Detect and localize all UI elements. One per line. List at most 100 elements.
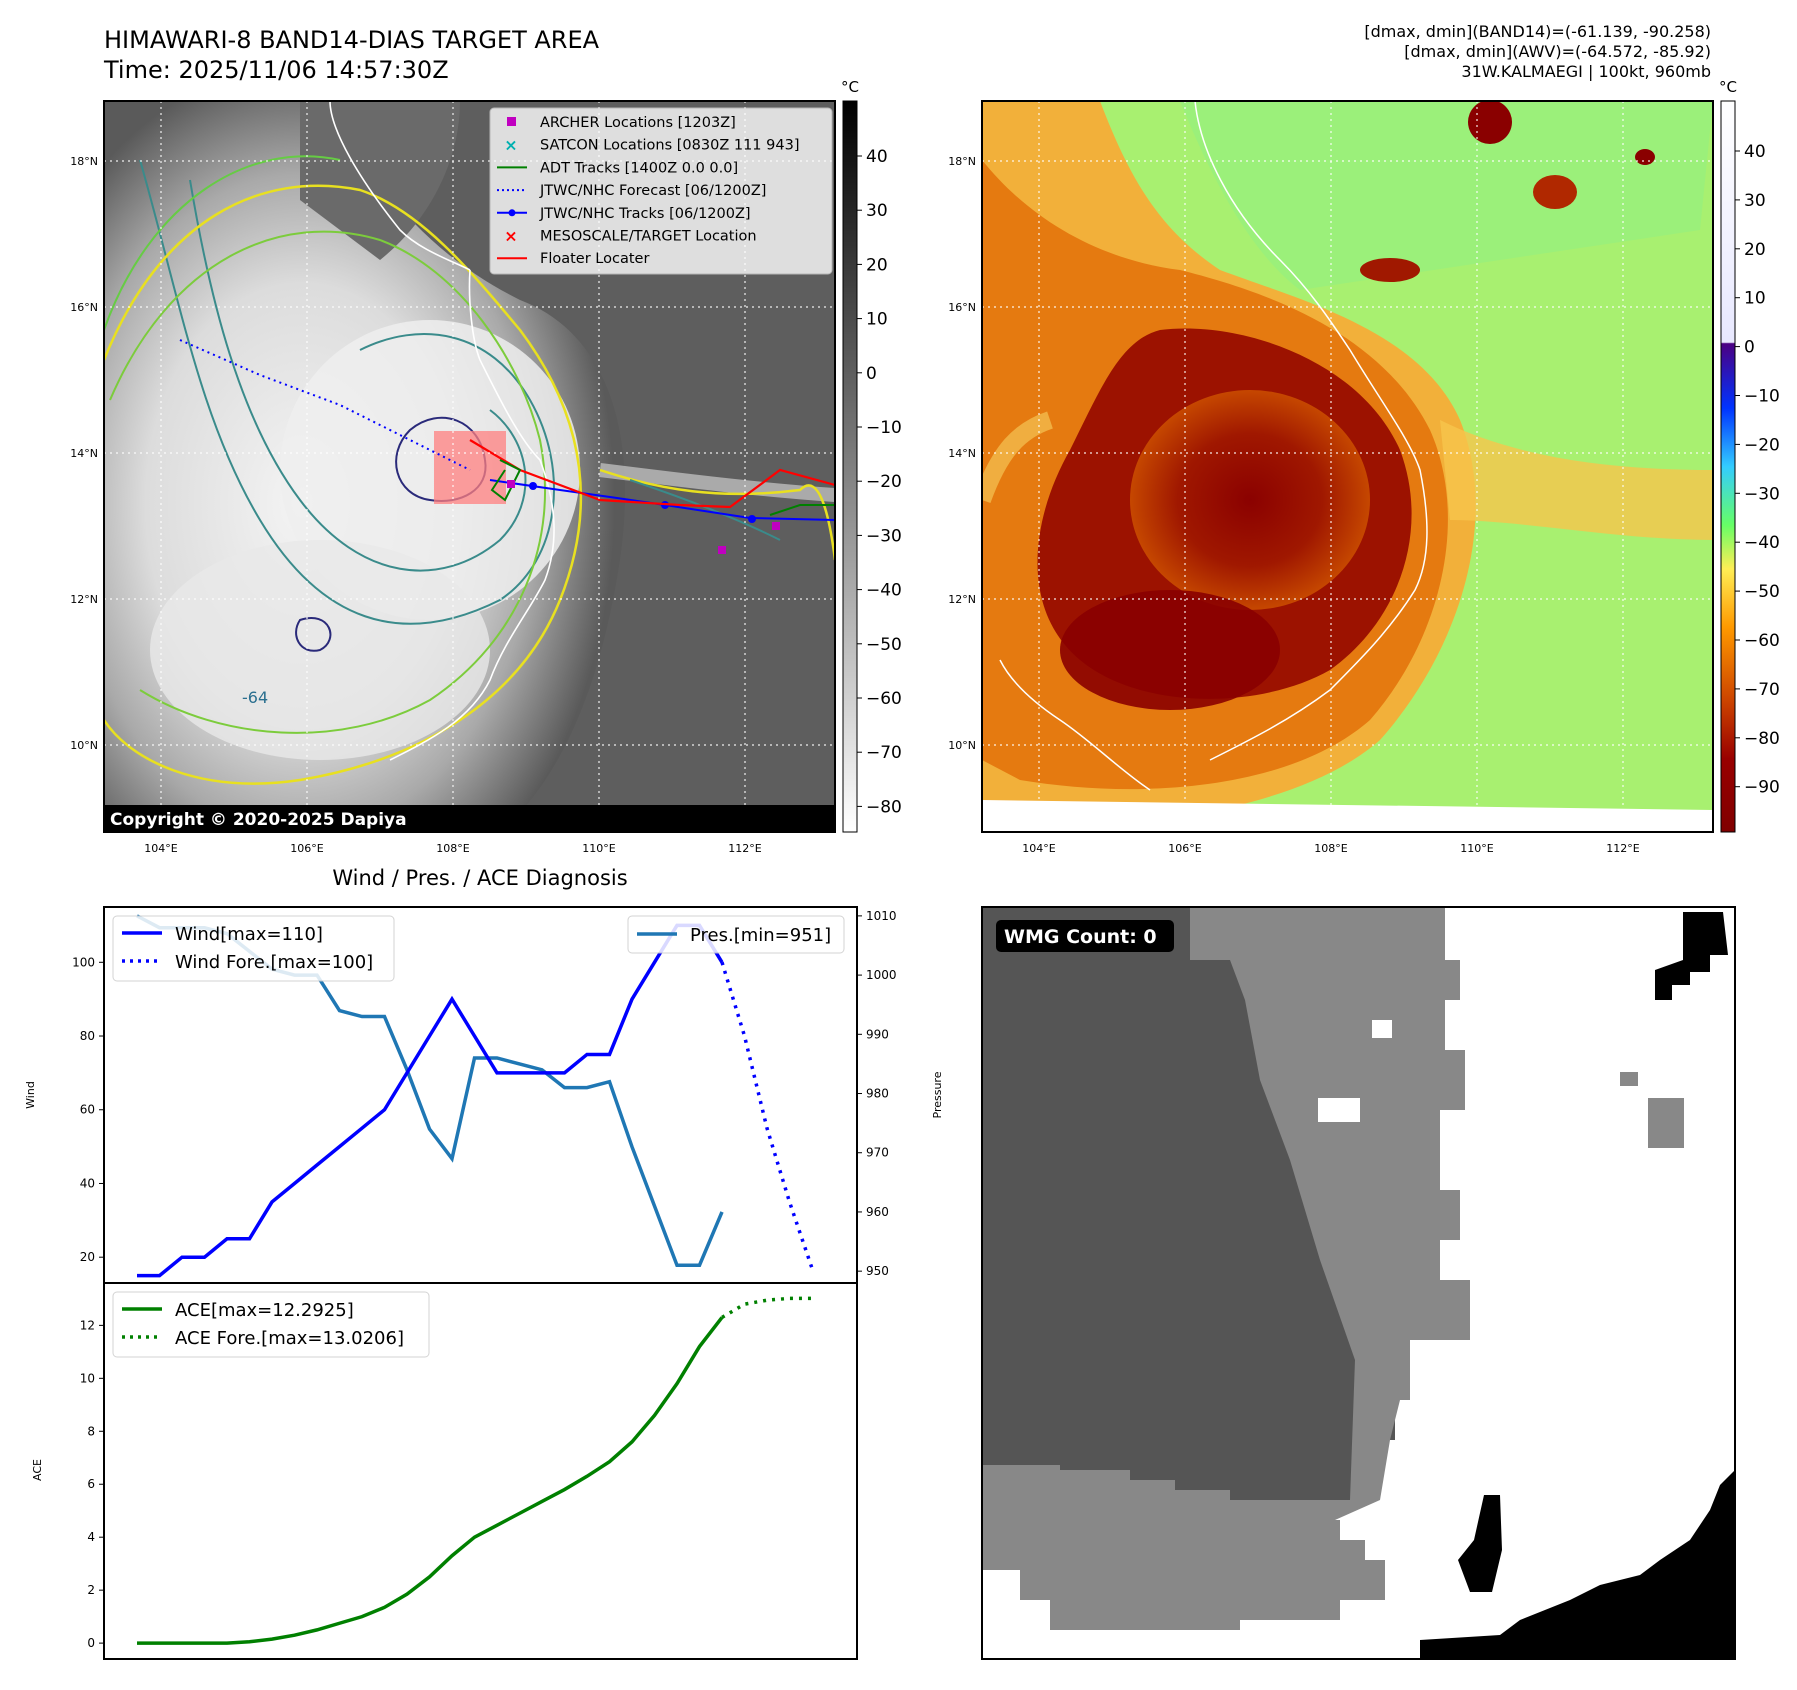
map-legend: ARCHER Locations [1203Z] × SATCON Location…	[489, 107, 833, 275]
awv-info: [dmax, dmin](AWV)=(-64.572, -85.92)	[1404, 42, 1711, 61]
pressure-tick-label: 970	[866, 1146, 889, 1160]
wind-tick-label: 60	[80, 1103, 95, 1117]
wind-series-line	[137, 923, 724, 1278]
color-cb-tick: −80	[1744, 729, 1780, 749]
svg-text:×: ×	[504, 227, 517, 246]
lon-tick-label: 104°E	[1022, 842, 1055, 855]
lon-tick-label: 108°E	[1314, 842, 1347, 855]
gray-cb-tick: −20	[866, 472, 902, 492]
color-cb-tick: 20	[1744, 240, 1766, 260]
legend-ace: ACE[max=12.2925]	[175, 1300, 354, 1321]
legend-wind: Wind[max=110]	[175, 924, 323, 945]
color-cb-tick: −20	[1744, 435, 1780, 455]
jtwc-track	[489, 479, 835, 521]
ace-plot	[137, 1296, 812, 1645]
legend-symbol-1: ×	[504, 136, 517, 155]
legend-pres: Pres.[min=951]	[690, 925, 831, 946]
lon-tick-label: 106°E	[290, 842, 323, 855]
ir-color-map	[982, 101, 1713, 832]
gray-map-frame	[103, 100, 836, 833]
gray-colorbar-ticks: 40 30 20 10 0 −10 −20 −30 −40 −50 −60 −70 −80	[857, 147, 902, 817]
wind-legend: Wind[max=110] Wind Fore.[max=100]	[112, 915, 395, 982]
color-colorbar-unit: °C	[1719, 78, 1737, 96]
gray-cb-tick: −70	[866, 743, 902, 763]
color-map-frame	[981, 100, 1714, 833]
lon-tick-label: 112°E	[1606, 842, 1639, 855]
pressure-tick-label: 980	[866, 1087, 889, 1101]
pressure-legend: Pres.[min=951]	[627, 915, 845, 954]
legend-label-5: MESOSCALE/TARGET Location	[540, 229, 757, 245]
wind-ylabel: Wind	[24, 1081, 37, 1109]
pressure-tick-label: 990	[866, 1027, 889, 1041]
gray-cb-tick: −40	[866, 581, 902, 601]
lon-tick-label: 110°E	[1460, 842, 1493, 855]
legend-symbol-4	[497, 209, 527, 217]
lat-tick-label: 18°N	[70, 155, 98, 168]
ace-tick-label: 2	[87, 1583, 95, 1597]
wmg-frame	[981, 906, 1736, 1660]
color-cb-tick: 40	[1744, 142, 1766, 162]
gray-cb-tick: −10	[866, 418, 902, 438]
legend-ace-fore: ACE Fore.[max=13.0206]	[175, 1328, 404, 1349]
ace-series-line	[137, 1316, 724, 1645]
legend-label-2: ADT Tracks [1400Z 0.0 0.0]	[540, 160, 738, 176]
copyright-text: Copyright © 2020-2025 Dapiya	[110, 810, 407, 830]
wmg-count-label: WMG Count: 0	[1004, 926, 1157, 948]
lat-tick-label: 10°N	[948, 739, 976, 752]
lat-tick-label: 16°N	[948, 301, 976, 314]
gray-cb-tick: −60	[866, 689, 902, 709]
color-cb-tick: −50	[1744, 582, 1780, 602]
wmg-panel: WMG Count: 0	[982, 907, 1735, 1659]
color-cb-tick: 10	[1744, 289, 1766, 309]
gray-cb-tick: 20	[866, 255, 888, 275]
pressure-tick-label: 950	[866, 1264, 889, 1278]
color-cb-tick: −60	[1744, 631, 1780, 651]
lat-tick-label: 14°N	[70, 447, 98, 460]
ace-tick-label: 6	[87, 1477, 95, 1491]
legend-label-3: JTWC/NHC Forecast [06/1200Z]	[539, 183, 766, 199]
legend-symbol-0	[507, 117, 516, 126]
storm-info: 31W.KALMAEGI | 100kt, 960mb	[1461, 62, 1711, 81]
pressure-tick-label: 1000	[866, 968, 897, 982]
diagnosis-title: Wind / Pres. / ACE Diagnosis	[332, 866, 627, 890]
wind-tick-label: 80	[80, 1029, 95, 1043]
legend-label-6: Floater Locater	[540, 251, 649, 267]
color-cb-tick: −30	[1744, 484, 1780, 504]
ace-axis: 0 2 4 6 8 10 12	[80, 1318, 104, 1650]
ace-tick-label: 8	[87, 1424, 95, 1438]
wind-forecast-line	[720, 961, 814, 1269]
color-cb-tick: −70	[1744, 680, 1780, 700]
color-cb-tick: 0	[1744, 338, 1755, 358]
color-cb-tick: −40	[1744, 533, 1780, 553]
gray-cb-tick: 40	[866, 147, 888, 167]
ace-tick-label: 10	[80, 1371, 95, 1385]
color-cb-tick: 30	[1744, 191, 1766, 211]
ace-tick-label: 12	[80, 1318, 95, 1332]
color-cb-tick: −90	[1744, 778, 1780, 798]
lon-tick-label: 112°E	[728, 842, 761, 855]
wind-axis: 20 40 60 80 100	[72, 955, 104, 1264]
lat-tick-label: 18°N	[948, 155, 976, 168]
adt-track	[490, 459, 522, 502]
contour-label: -64	[242, 688, 268, 707]
wind-tick-label: 40	[80, 1176, 95, 1190]
gray-cb-tick: −50	[866, 635, 902, 655]
pressure-ylabel: Pressure	[931, 1071, 944, 1118]
pressure-tick-label: 960	[866, 1205, 889, 1219]
gray-cb-tick: 10	[866, 310, 888, 330]
lon-tick-label: 108°E	[436, 842, 469, 855]
gray-cb-tick: −30	[866, 526, 902, 546]
lon-tick-label: 104°E	[144, 842, 177, 855]
lat-tick-label: 12°N	[70, 593, 98, 606]
color-map-gridlines	[982, 101, 1713, 832]
band14-info: [dmax, dmin](BAND14)=(-61.139, -90.258)	[1364, 22, 1711, 41]
legend-wind-fore: Wind Fore.[max=100]	[175, 952, 373, 973]
gray-colorbar-unit: °C	[841, 78, 859, 96]
figure-time: Time: 2025/11/06 14:57:30Z	[104, 56, 449, 84]
lat-tick-label: 12°N	[948, 593, 976, 606]
color-colorbar-ticks: 40 30 20 10 0 −10 −20 −30 −40 −50 −60 −70 −80 −90	[1735, 142, 1780, 798]
lon-tick-label: 110°E	[582, 842, 615, 855]
color-colorbar	[1720, 100, 1736, 833]
ace-tick-label: 4	[87, 1530, 95, 1544]
